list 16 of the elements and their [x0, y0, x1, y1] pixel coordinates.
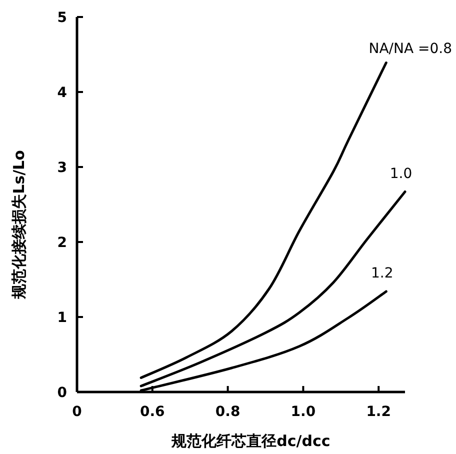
- series-label: 1.0: [390, 166, 412, 182]
- y-tick-label: 2: [57, 235, 67, 251]
- x-tick-label: 0.6: [140, 404, 165, 420]
- x-tick-label: 1.2: [366, 404, 392, 420]
- y-tick-label: 3: [57, 160, 67, 176]
- x-tick-label: 1.0: [290, 404, 316, 420]
- series-label: 1.2: [371, 266, 394, 282]
- y-tick-label: 5: [57, 10, 67, 26]
- y-tick-label: 1: [57, 310, 67, 326]
- y-tick-label: 4: [57, 85, 68, 101]
- x-tick-label: 0: [72, 404, 82, 420]
- series-label: NA/NA =0.8: [368, 40, 452, 57]
- y-axis-title: 规范化接续损失Ls/Lo: [10, 150, 28, 300]
- x-axis-title: 规范化纤芯直径dc/dcc: [170, 432, 330, 450]
- y-tick-label: 0: [57, 385, 68, 401]
- x-tick-label: 0.8: [215, 404, 240, 420]
